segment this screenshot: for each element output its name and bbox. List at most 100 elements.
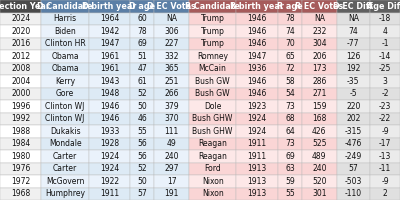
Bar <box>370 75 400 88</box>
Bar <box>189 75 236 88</box>
Bar <box>336 25 370 38</box>
Bar <box>278 75 302 88</box>
Text: 1946: 1946 <box>247 14 267 23</box>
Bar <box>278 12 302 25</box>
Text: 1943: 1943 <box>100 77 119 86</box>
Text: 57: 57 <box>348 164 358 173</box>
Bar <box>0 100 42 112</box>
Text: Clinton WJ: Clinton WJ <box>46 102 85 111</box>
Text: 1980: 1980 <box>11 152 30 161</box>
Bar <box>302 0 336 12</box>
Text: 251: 251 <box>164 77 179 86</box>
Bar <box>89 12 130 25</box>
Text: 111: 111 <box>165 127 179 136</box>
Bar <box>278 25 302 38</box>
Bar <box>154 175 189 188</box>
Text: 1946: 1946 <box>247 77 267 86</box>
Bar <box>370 50 400 62</box>
Text: NA: NA <box>348 14 359 23</box>
Bar <box>336 75 370 88</box>
Bar <box>42 50 89 62</box>
Bar <box>370 12 400 25</box>
Bar <box>336 0 370 12</box>
Text: 50: 50 <box>138 102 147 111</box>
Bar <box>336 175 370 188</box>
Bar <box>336 188 370 200</box>
Text: 51: 51 <box>138 52 147 61</box>
Text: Obama: Obama <box>51 52 79 61</box>
Bar <box>336 100 370 112</box>
Bar <box>154 12 189 25</box>
Text: 2004: 2004 <box>11 77 30 86</box>
Bar <box>130 38 154 50</box>
Text: Reagan: Reagan <box>198 152 227 161</box>
Bar <box>336 88 370 100</box>
Bar <box>154 50 189 62</box>
Text: 1911: 1911 <box>248 139 267 148</box>
Text: 1961: 1961 <box>100 64 119 73</box>
Text: 63: 63 <box>285 164 295 173</box>
Text: -13: -13 <box>379 152 391 161</box>
Text: D Candidate: D Candidate <box>37 2 93 11</box>
Bar <box>370 88 400 100</box>
Bar <box>42 88 89 100</box>
Bar <box>278 50 302 62</box>
Bar <box>278 150 302 162</box>
Bar <box>42 138 89 150</box>
Bar <box>302 150 336 162</box>
Bar <box>189 188 236 200</box>
Text: -35: -35 <box>347 77 360 86</box>
Text: Kerry: Kerry <box>55 77 75 86</box>
Text: NA: NA <box>314 14 325 23</box>
Bar <box>42 162 89 175</box>
Bar <box>236 150 278 162</box>
Text: 46: 46 <box>138 114 147 123</box>
Text: 1924: 1924 <box>248 127 267 136</box>
Text: D age: D age <box>129 2 156 11</box>
Text: R age: R age <box>277 2 303 11</box>
Text: 232: 232 <box>312 27 326 36</box>
Bar <box>130 100 154 112</box>
Bar <box>89 75 130 88</box>
Text: 2012: 2012 <box>11 52 30 61</box>
Text: Nixon: Nixon <box>202 189 224 198</box>
Bar <box>302 188 336 200</box>
Bar <box>370 125 400 138</box>
Bar <box>89 175 130 188</box>
Bar <box>42 25 89 38</box>
Text: 271: 271 <box>312 89 326 98</box>
Bar <box>189 0 236 12</box>
Text: McCain: McCain <box>199 64 227 73</box>
Text: 68: 68 <box>285 114 295 123</box>
Bar <box>0 88 42 100</box>
Bar <box>278 112 302 125</box>
Bar <box>278 175 302 188</box>
Bar <box>42 38 89 50</box>
Text: 365: 365 <box>164 64 179 73</box>
Bar <box>336 138 370 150</box>
Bar <box>130 25 154 38</box>
Bar <box>302 88 336 100</box>
Bar <box>336 150 370 162</box>
Text: 202: 202 <box>346 114 360 123</box>
Bar <box>130 162 154 175</box>
Text: 220: 220 <box>346 102 360 111</box>
Bar <box>370 100 400 112</box>
Text: 78: 78 <box>285 14 295 23</box>
Bar <box>370 0 400 12</box>
Text: 2016: 2016 <box>11 39 30 48</box>
Text: 54: 54 <box>285 89 295 98</box>
Text: -110: -110 <box>345 189 362 198</box>
Bar <box>302 175 336 188</box>
Text: 47: 47 <box>138 64 147 73</box>
Text: Trump: Trump <box>201 14 225 23</box>
Bar <box>89 138 130 150</box>
Bar <box>0 150 42 162</box>
Text: 1923: 1923 <box>248 102 267 111</box>
Text: 370: 370 <box>164 114 179 123</box>
Bar <box>130 175 154 188</box>
Bar <box>236 88 278 100</box>
Bar <box>42 125 89 138</box>
Text: 1964: 1964 <box>100 14 119 23</box>
Text: 1968: 1968 <box>11 189 30 198</box>
